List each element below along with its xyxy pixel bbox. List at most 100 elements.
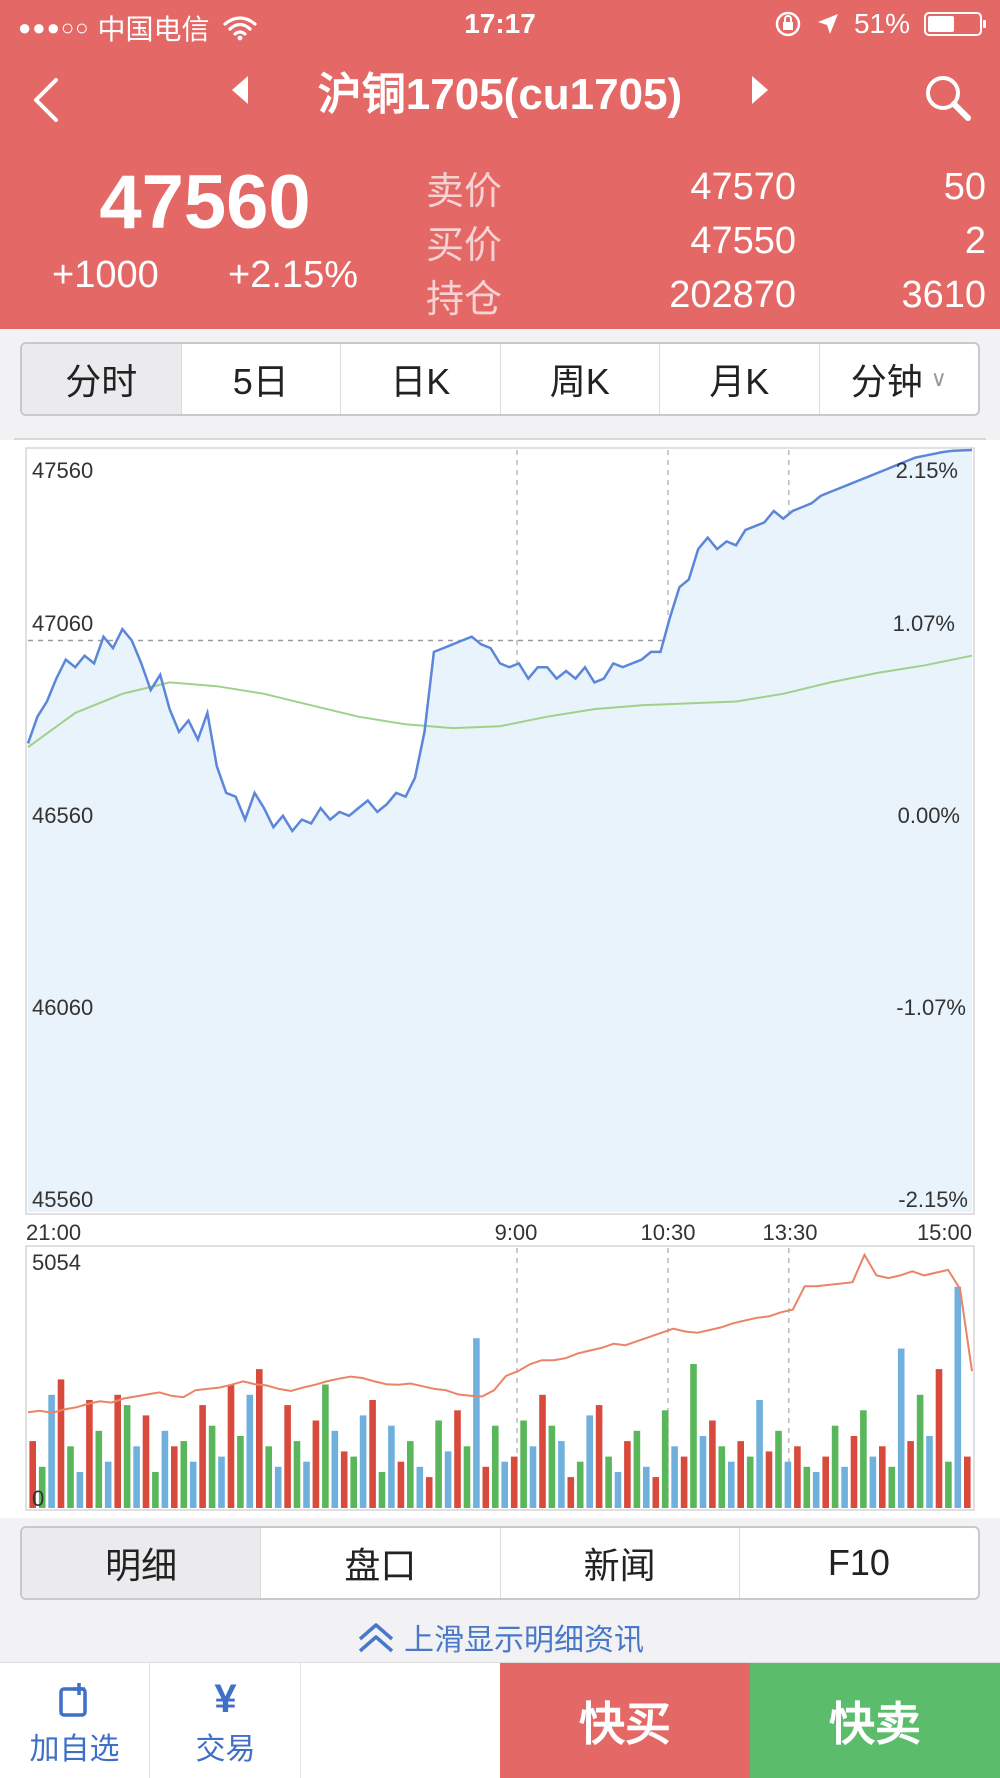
price-chart-frame: [25, 447, 975, 1215]
y-right-label: -2.15%: [898, 1187, 968, 1212]
volume-bar: [699, 1436, 707, 1508]
tab-5day[interactable]: 5日: [182, 344, 341, 414]
volume-bar: [48, 1394, 55, 1508]
quote-label: 买价: [426, 224, 503, 267]
tab-daily-k[interactable]: 日K: [341, 344, 501, 414]
volume-bar: [463, 1446, 471, 1508]
volume-bar: [916, 1394, 924, 1508]
volume-bar: [548, 1425, 556, 1508]
volume-bar: [350, 1456, 357, 1508]
volume-bar: [897, 1348, 905, 1508]
quote-volume: 50: [943, 165, 986, 208]
quote-price: 202870: [669, 273, 796, 316]
triangle-right-icon[interactable]: [740, 60, 780, 120]
quick-sell-button[interactable]: 快卖: [750, 1663, 1000, 1778]
volume-bar: [293, 1441, 301, 1508]
last-price: 47560: [99, 160, 311, 245]
volume-bar: [340, 1451, 348, 1508]
volume-bar: [246, 1394, 254, 1508]
volume-bar: [133, 1446, 140, 1508]
back-arrow-icon[interactable]: [20, 70, 80, 130]
volume-bar: [312, 1420, 320, 1508]
chart-area[interactable]: 47560 47060 46560 46060 45560 2.15% 1.07…: [0, 440, 1000, 1518]
volume-bar: [605, 1456, 612, 1508]
volume-bar: [709, 1420, 716, 1508]
volume-bar: [529, 1446, 537, 1508]
battery-fill: [928, 16, 954, 32]
tab-monthly-k[interactable]: 月K: [660, 344, 820, 414]
volume-chart-frame: [25, 1245, 975, 1511]
volume-bar: [661, 1410, 669, 1508]
volume-bar: [199, 1405, 206, 1508]
volume-bar: [76, 1472, 84, 1508]
volume-bar: [935, 1369, 943, 1508]
volume-bar: [104, 1461, 112, 1508]
swipe-up-hint[interactable]: 上滑显示明细资讯: [0, 1612, 1000, 1662]
volume-bar: [794, 1446, 801, 1508]
x-label: 15:00: [917, 1220, 972, 1245]
volume-bar: [171, 1446, 178, 1508]
volume-bar: [520, 1420, 527, 1508]
contract-title: 沪铜1705(cu1705): [317, 70, 683, 119]
volume-bar: [746, 1456, 754, 1508]
volume-bar: [633, 1430, 641, 1508]
volume-zero-label: 0: [32, 1486, 44, 1511]
trade-label: 交易: [195, 1733, 256, 1766]
volume-bar: [680, 1456, 688, 1508]
title-bar: 沪铜1705(cu1705): [0, 50, 1000, 150]
tab-details[interactable]: 明细: [22, 1528, 262, 1598]
volume-bar: [397, 1461, 405, 1508]
quote-row-ask: 卖价 47570 50: [426, 160, 986, 214]
volume-bar: [841, 1466, 848, 1508]
triangle-left-icon[interactable]: [220, 60, 260, 120]
volume-bar: [926, 1436, 933, 1508]
volume-bar: [624, 1441, 631, 1508]
quote-price: 47550: [690, 219, 796, 262]
volume-bar: [180, 1441, 188, 1508]
tab-label: 日K: [390, 361, 451, 402]
quote-price: 47570: [690, 165, 796, 208]
search-icon[interactable]: [918, 68, 978, 128]
quick-buy-button[interactable]: 快买: [500, 1663, 750, 1778]
status-bar: ●●●○○ 中国电信 17:17 51%: [0, 0, 1000, 50]
volume-bar: [95, 1430, 103, 1508]
double-chevron-up-icon: [358, 1623, 394, 1653]
volume-bar: [369, 1400, 376, 1508]
tab-label: 5日: [232, 361, 289, 402]
tab-f10[interactable]: F10: [740, 1528, 978, 1598]
tab-weekly-k[interactable]: 周K: [501, 344, 660, 414]
add-watchlist-button[interactable]: 加自选: [0, 1663, 150, 1778]
volume-bar: [303, 1461, 310, 1508]
tab-label: 分钟: [850, 361, 923, 402]
y-right-label: 0.00%: [898, 803, 960, 828]
tab-minute-dropdown[interactable]: 分钟 ∨: [820, 344, 979, 414]
volume-bar: [850, 1436, 858, 1508]
tab-label: 月K: [709, 361, 770, 402]
tab-news[interactable]: 新闻: [501, 1528, 740, 1598]
quote-label: 持仓: [426, 278, 503, 321]
y-left-label: 45560: [32, 1187, 93, 1212]
chevron-down-icon: ∨: [930, 366, 947, 391]
volume-bar: [274, 1466, 282, 1508]
volume-bar: [879, 1446, 886, 1508]
tab-order-book[interactable]: 盘口: [261, 1528, 501, 1598]
volume-bar: [784, 1461, 792, 1508]
volume-bar: [114, 1394, 121, 1508]
volume-bar: [38, 1466, 46, 1508]
volume-bar: [671, 1446, 678, 1508]
volume-bar: [331, 1430, 339, 1508]
intraday-price-chart[interactable]: 47560 47060 46560 46060 45560 2.15% 1.07…: [0, 440, 1000, 1518]
add-watchlist-label: 加自选: [29, 1733, 120, 1766]
volume-bar: [492, 1425, 499, 1508]
volume-bar: [567, 1477, 575, 1508]
volume-bar: [595, 1405, 603, 1508]
y-right-label: 2.15%: [896, 458, 958, 483]
tab-intraday[interactable]: 分时: [22, 344, 182, 414]
bottom-toolbar: 加自选 ¥ 交易 快买 快卖: [0, 1662, 1000, 1778]
volume-bar: [812, 1472, 820, 1508]
volume-bar: [501, 1461, 508, 1508]
trade-button[interactable]: ¥ 交易: [151, 1663, 301, 1778]
lock-rotation-icon: [775, 11, 801, 37]
volume-bar: [756, 1400, 763, 1508]
volume-bar: [954, 1286, 962, 1508]
